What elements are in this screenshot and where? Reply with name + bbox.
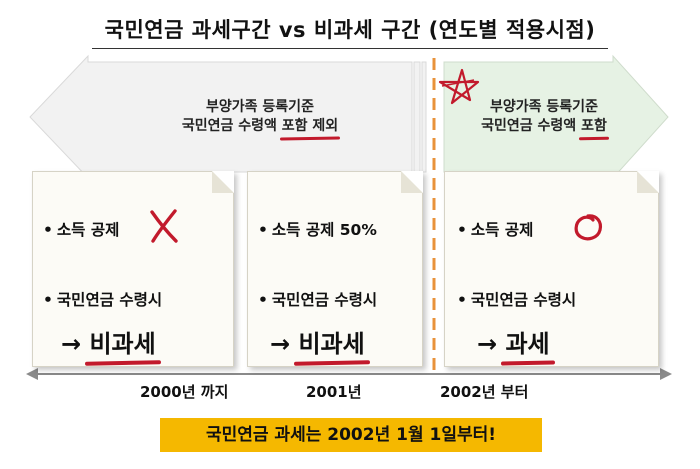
star-icon-scribble	[441, 79, 475, 87]
panel-fold-corner	[637, 171, 659, 193]
right-banner-line2: 국민연금 수령액 포함	[460, 117, 628, 141]
deduction-item: • 소득 공제 50%	[258, 218, 377, 240]
x-mark-icon	[150, 209, 178, 243]
footer-callout: 국민연금 과세는 2002년 1월 1일부터!	[160, 418, 542, 452]
result-arrow: →	[477, 330, 498, 358]
left-banner-text: 부양가족 등록기준 국민연금 수령액 포함 제외	[120, 98, 400, 141]
result-arrow: →	[270, 330, 291, 358]
bullet: •	[457, 291, 467, 309]
left-banner-line1: 부양가족 등록기준	[206, 99, 314, 115]
pension-item: • 국민연금 수령시	[457, 288, 576, 310]
result-label: 과세	[505, 330, 550, 358]
title-divider	[92, 48, 608, 49]
star-icon	[438, 68, 480, 105]
pension-item: • 국민연금 수령시	[43, 288, 162, 310]
period-label-2001: 2001년	[306, 383, 362, 401]
result-line: → 과세	[477, 324, 556, 366]
panel-from-2002: • 소득 공제 • 국민연금 수령시 → 과세	[444, 171, 659, 367]
panel-until-2000: • 소득 공제 • 국민연금 수령시 → 비과세	[32, 171, 234, 367]
deduction-item: • 소득 공제	[457, 218, 533, 240]
timeline-right-arrowhead	[660, 368, 672, 380]
panel-2001: • 소득 공제 50% • 국민연금 수령시 → 비과세	[247, 171, 423, 367]
bullet: •	[43, 291, 53, 309]
right-banner-line1: 부양가족 등록기준	[490, 99, 598, 115]
pension-label: 국민연금 수령시	[470, 291, 577, 309]
left-banner-highlight-text: 포함 제외	[281, 118, 339, 134]
panel-fold-corner	[401, 171, 423, 193]
right-banner-highlight-text: 포함	[581, 118, 607, 134]
deduction-item: • 소득 공제	[43, 218, 119, 240]
pension-item: • 국민연금 수령시	[258, 288, 377, 310]
left-banner-line2: 국민연금 수령액 포함 제외	[120, 117, 400, 141]
result-underline	[501, 360, 556, 366]
bullet: •	[258, 221, 268, 239]
result-word: 비과세	[85, 324, 162, 366]
result-arrow: →	[61, 330, 82, 358]
left-banner-strip-1	[413, 61, 421, 173]
result-line: → 비과세	[61, 324, 162, 366]
panel-fold-corner	[212, 171, 234, 193]
deduction-label: 소득 공제	[470, 221, 534, 239]
bullet: •	[258, 291, 268, 309]
pension-label: 국민연금 수령시	[56, 291, 163, 309]
period-label-until-2000: 2000년 까지	[140, 383, 229, 401]
result-line: → 비과세	[270, 324, 371, 366]
right-banner-highlight-underline	[579, 136, 609, 141]
left-banner-line2-prefix: 국민연금 수령액	[181, 118, 282, 134]
result-underline	[294, 360, 371, 366]
period-label-from-2002: 2002년 부터	[440, 383, 529, 401]
circle-mark-icon	[574, 214, 603, 241]
result-word: 과세	[501, 324, 556, 366]
bullet: •	[43, 221, 53, 239]
result-underline	[85, 360, 162, 366]
result-word: 비과세	[294, 324, 371, 366]
right-banner-highlight: 포함	[579, 117, 609, 141]
bullet: •	[457, 221, 467, 239]
deduction-label: 소득 공제	[56, 221, 120, 239]
pension-label: 국민연금 수령시	[271, 291, 378, 309]
deduction-label: 소득 공제 50%	[271, 221, 377, 239]
left-banner-strip-2	[421, 61, 427, 173]
right-banner-line2-prefix: 국민연금 수령액	[481, 118, 582, 134]
left-banner-highlight: 포함 제외	[279, 117, 341, 141]
timeline-left-arrowhead	[26, 368, 38, 380]
result-label: 비과세	[298, 330, 365, 358]
right-banner-text: 부양가족 등록기준 국민연금 수령액 포함	[460, 98, 628, 141]
result-label: 비과세	[89, 330, 156, 358]
page-title: 국민연금 과세구간 vs 비과세 구간 (연도별 적용시점)	[104, 18, 596, 42]
